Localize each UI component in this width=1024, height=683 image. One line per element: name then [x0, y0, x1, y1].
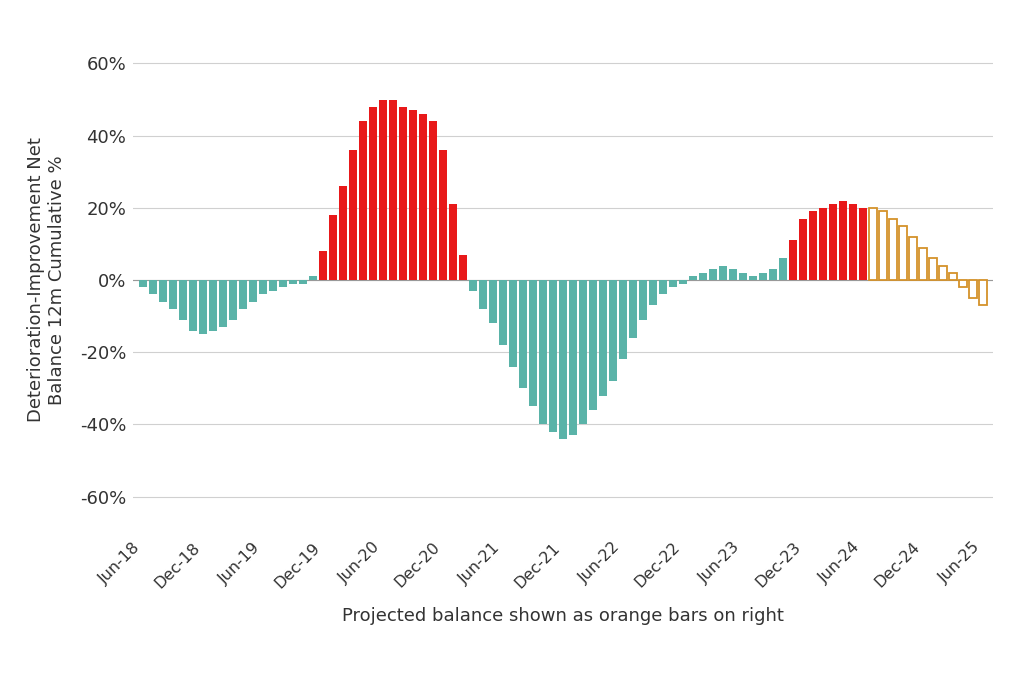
Bar [249, 280, 257, 302]
Bar [620, 280, 628, 359]
Bar [359, 121, 368, 280]
Bar [769, 269, 777, 280]
Bar [229, 280, 238, 320]
Bar [150, 280, 157, 294]
Bar [569, 280, 578, 435]
Bar [750, 277, 757, 280]
Bar [729, 269, 737, 280]
Bar [450, 204, 457, 280]
Bar [459, 255, 467, 280]
Bar [179, 280, 187, 320]
Bar [649, 280, 657, 305]
Bar [719, 266, 727, 280]
Bar [209, 280, 217, 331]
Bar [519, 280, 527, 389]
Bar [199, 280, 207, 334]
Bar [559, 280, 567, 439]
Bar [319, 251, 327, 280]
Bar [479, 280, 487, 309]
Bar [329, 215, 337, 280]
Bar [959, 280, 968, 288]
Bar [790, 240, 798, 280]
Bar [800, 219, 807, 280]
Bar [309, 277, 317, 280]
Bar [379, 100, 387, 280]
Bar [979, 280, 987, 305]
Bar [609, 280, 617, 381]
Bar [939, 266, 947, 280]
Bar [399, 107, 408, 280]
Bar [710, 269, 717, 280]
Bar [549, 280, 557, 432]
Bar [970, 280, 977, 298]
Bar [699, 273, 708, 280]
Bar [509, 280, 517, 367]
Bar [429, 121, 437, 280]
Bar [809, 212, 817, 280]
Bar [859, 208, 867, 280]
Bar [580, 280, 587, 424]
Bar [829, 204, 838, 280]
Bar [389, 100, 397, 280]
Bar [639, 280, 647, 320]
Bar [880, 212, 887, 280]
X-axis label: Projected balance shown as orange bars on right: Projected balance shown as orange bars o… [342, 607, 784, 626]
Bar [280, 280, 287, 288]
Bar [949, 273, 957, 280]
Bar [840, 201, 847, 280]
Bar [779, 258, 787, 280]
Bar [689, 277, 697, 280]
Bar [659, 280, 668, 294]
Bar [819, 208, 827, 280]
Bar [499, 280, 507, 345]
Bar [219, 280, 227, 327]
Bar [489, 280, 498, 323]
Bar [339, 186, 347, 280]
Bar [929, 258, 937, 280]
Bar [139, 280, 147, 288]
Bar [909, 237, 918, 280]
Bar [349, 150, 357, 280]
Bar [670, 280, 677, 288]
Bar [540, 280, 547, 424]
Bar [370, 107, 377, 280]
Bar [679, 280, 687, 283]
Bar [240, 280, 247, 309]
Bar [629, 280, 637, 338]
Bar [899, 226, 907, 280]
Bar [299, 280, 307, 283]
Bar [599, 280, 607, 395]
Bar [529, 280, 538, 406]
Bar [739, 273, 748, 280]
Bar [869, 208, 878, 280]
Bar [469, 280, 477, 291]
Bar [189, 280, 198, 331]
Bar [159, 280, 167, 302]
Bar [439, 150, 447, 280]
Y-axis label: Deterioration-Improvement Net
Balance 12m Cumulative %: Deterioration-Improvement Net Balance 12… [27, 137, 66, 423]
Bar [920, 247, 928, 280]
Bar [259, 280, 267, 294]
Bar [419, 114, 427, 280]
Bar [269, 280, 278, 291]
Bar [410, 111, 417, 280]
Bar [889, 219, 897, 280]
Bar [849, 204, 857, 280]
Bar [169, 280, 177, 309]
Bar [589, 280, 597, 410]
Bar [759, 273, 767, 280]
Bar [289, 280, 297, 283]
